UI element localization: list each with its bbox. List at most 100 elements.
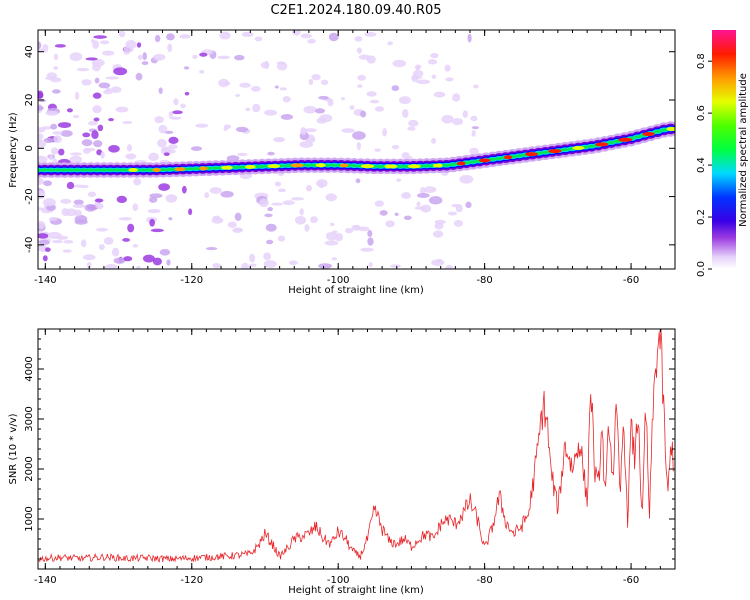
heatmap-ridge-cell: [488, 157, 497, 161]
heatmap-noise-cell: [211, 217, 224, 224]
heatmap-noise-cell: [357, 74, 367, 81]
heatmap-noise-cell: [132, 243, 139, 248]
heatmap-noise-cell: [104, 264, 118, 269]
heatmap-ridge-cell: [146, 168, 155, 172]
heatmap-noise-cell: [72, 204, 86, 208]
heatmap-noise-cell: [48, 216, 58, 222]
heatmap-noise-cell: [291, 197, 304, 201]
heatmap-noise-cell: [300, 127, 307, 136]
x-tick-label: -120: [180, 275, 203, 286]
heatmap-noise-cell: [430, 52, 439, 59]
heatmap-noise-cell: [241, 31, 254, 38]
heatmap-peak-cell: [315, 163, 326, 168]
heatmap-noise-cell: [401, 152, 410, 159]
heatmap-peak-cell: [595, 142, 609, 147]
heatmap-noise-cell: [402, 108, 409, 118]
heatmap-noise-cell: [451, 203, 462, 208]
heatmap-noise-cell: [282, 96, 291, 103]
heatmap-ridge-cell: [495, 156, 504, 160]
heatmap-noise-cell: [416, 79, 431, 85]
y-tick-label: 20: [24, 94, 35, 107]
heatmap-noise-cell: [92, 40, 100, 49]
heatmap-noise-cell: [303, 105, 317, 114]
colorbar-tick-label: 0.2: [696, 209, 707, 225]
heatmap-noise-cell: [50, 147, 59, 155]
heatmap-noise-cell: [108, 145, 120, 153]
heatmap-ridge-cell: [139, 168, 148, 172]
heatmap-noise-cell: [358, 54, 371, 60]
x-tick-label: -60: [623, 575, 639, 586]
heatmap-noise-cell: [91, 130, 99, 140]
heatmap-noise-cell: [38, 48, 44, 52]
colorbar-tick-label: 0.4: [696, 157, 707, 173]
heatmap-noise-cell: [408, 119, 419, 127]
heatmap-noise-cell: [51, 239, 64, 244]
heatmap-noise-cell: [277, 188, 286, 193]
heatmap-noise-cell: [48, 154, 54, 161]
heatmap-peak-cell: [221, 165, 233, 170]
heatmap-noise-cell: [72, 114, 80, 119]
heatmap-noise-cell: [219, 31, 231, 40]
heatmap-peak-cell: [572, 146, 585, 151]
heatmap-noise-cell: [132, 203, 139, 212]
heatmap-ridge-cell: [165, 168, 174, 172]
heatmap-noise-cell: [264, 109, 278, 116]
heatmap-noise-cell: [45, 247, 51, 252]
heatmap-noise-cell: [199, 52, 208, 57]
heatmap-peak-cell: [152, 167, 161, 172]
heatmap-noise-cell: [45, 110, 59, 116]
heatmap-noise-cell: [166, 33, 175, 41]
heatmap-noise-cell: [274, 85, 279, 89]
heatmap-noise-cell: [60, 130, 73, 137]
heatmap-noise-cell: [163, 152, 170, 157]
heatmap-ridge-cell: [515, 154, 524, 158]
heatmap-noise-cell: [152, 257, 162, 266]
heatmap-noise-cell: [141, 61, 149, 66]
y-tick-label: 40: [24, 45, 35, 58]
heatmap-ridge-cell: [284, 164, 293, 168]
heatmap-ridge-cell: [231, 165, 240, 169]
heatmap-noise-cell: [137, 54, 143, 61]
snr-xlabel: Height of straight line (km): [288, 585, 424, 596]
heatmap-noise-cell: [263, 260, 277, 268]
heatmap-noise-cell: [311, 73, 321, 81]
heatmap-noise-cell: [273, 137, 286, 143]
spectrogram-ylabel: Frequency (Hz): [8, 112, 19, 188]
heatmap-noise-cell: [95, 198, 104, 203]
heatmap-noise-cell: [204, 192, 210, 199]
heatmap-ridge-cell: [396, 164, 405, 168]
heatmap-noise-cell: [401, 192, 412, 199]
heatmap-noise-cell: [235, 126, 248, 133]
heatmap-noise-cell: [103, 237, 114, 245]
heatmap-peak-cell: [432, 163, 443, 168]
heatmap-ridge-cell: [185, 167, 194, 171]
heatmap-noise-cell: [168, 144, 178, 150]
heatmap-noise-cell: [277, 235, 286, 242]
heatmap-noise-cell: [102, 50, 115, 56]
colorbar-gradient: [712, 30, 736, 269]
heatmap-noise-cell: [428, 196, 443, 205]
heatmap-noise-cell: [115, 106, 129, 113]
heatmap-noise-cell: [319, 114, 333, 123]
heatmap-noise-cell: [340, 97, 345, 101]
figure-title: C2E1.2024.180.09.40.R05: [270, 3, 441, 18]
heatmap-noise-cell: [148, 196, 158, 203]
spectrogram-heatmap: [38, 30, 675, 269]
heatmap-noise-cell: [152, 53, 166, 61]
heatmap-noise-cell: [367, 230, 373, 238]
heatmap-ridge-cell: [80, 168, 89, 172]
heatmap-noise-cell: [274, 181, 282, 187]
heatmap-ridge-cell: [47, 168, 56, 172]
snr-panel: -140 -120 -100 -80 -60 1000 2000 3000 4000 Heigh…: [8, 328, 676, 596]
heatmap-noise-cell: [167, 43, 173, 53]
heatmap-noise-cell: [38, 127, 46, 133]
heatmap-ridge-cell: [660, 128, 669, 132]
heatmap-noise-cell: [316, 179, 328, 188]
colorbar-ticks: 0.0 0.2 0.4 0.6 0.8: [696, 53, 712, 277]
heatmap-noise-cell: [258, 198, 269, 208]
heatmap-noise-cell: [165, 194, 178, 203]
heatmap-noise-cell: [118, 30, 126, 38]
heatmap-noise-cell: [108, 117, 114, 122]
heatmap-noise-cell: [38, 191, 46, 200]
heatmap-noise-cell: [420, 204, 432, 213]
